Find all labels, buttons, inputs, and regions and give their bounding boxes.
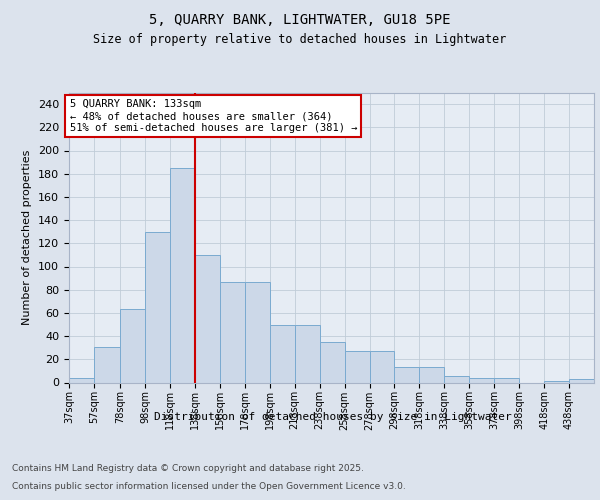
- Bar: [69, 378, 94, 382]
- Text: Distribution of detached houses by size in Lightwater: Distribution of detached houses by size …: [154, 412, 512, 422]
- Y-axis label: Number of detached properties: Number of detached properties: [22, 150, 32, 325]
- Bar: [419, 368, 445, 382]
- Bar: [245, 282, 270, 382]
- Bar: [320, 342, 344, 382]
- Bar: [394, 368, 419, 382]
- Text: Contains HM Land Registry data © Crown copyright and database right 2025.: Contains HM Land Registry data © Crown c…: [12, 464, 364, 473]
- Bar: [94, 346, 120, 382]
- Bar: [170, 168, 195, 382]
- Text: 5, QUARRY BANK, LIGHTWATER, GU18 5PE: 5, QUARRY BANK, LIGHTWATER, GU18 5PE: [149, 12, 451, 26]
- Bar: [270, 324, 295, 382]
- Text: Size of property relative to detached houses in Lightwater: Size of property relative to detached ho…: [94, 32, 506, 46]
- Bar: [469, 378, 494, 382]
- Bar: [370, 351, 394, 382]
- Bar: [494, 378, 519, 382]
- Bar: [295, 324, 320, 382]
- Bar: [145, 232, 170, 382]
- Bar: [220, 282, 245, 382]
- Bar: [344, 351, 370, 382]
- Text: Contains public sector information licensed under the Open Government Licence v3: Contains public sector information licen…: [12, 482, 406, 491]
- Bar: [195, 255, 220, 382]
- Text: 5 QUARRY BANK: 133sqm
← 48% of detached houses are smaller (364)
51% of semi-det: 5 QUARRY BANK: 133sqm ← 48% of detached …: [70, 100, 357, 132]
- Bar: [445, 376, 469, 382]
- Bar: [120, 310, 145, 382]
- Bar: [569, 379, 594, 382]
